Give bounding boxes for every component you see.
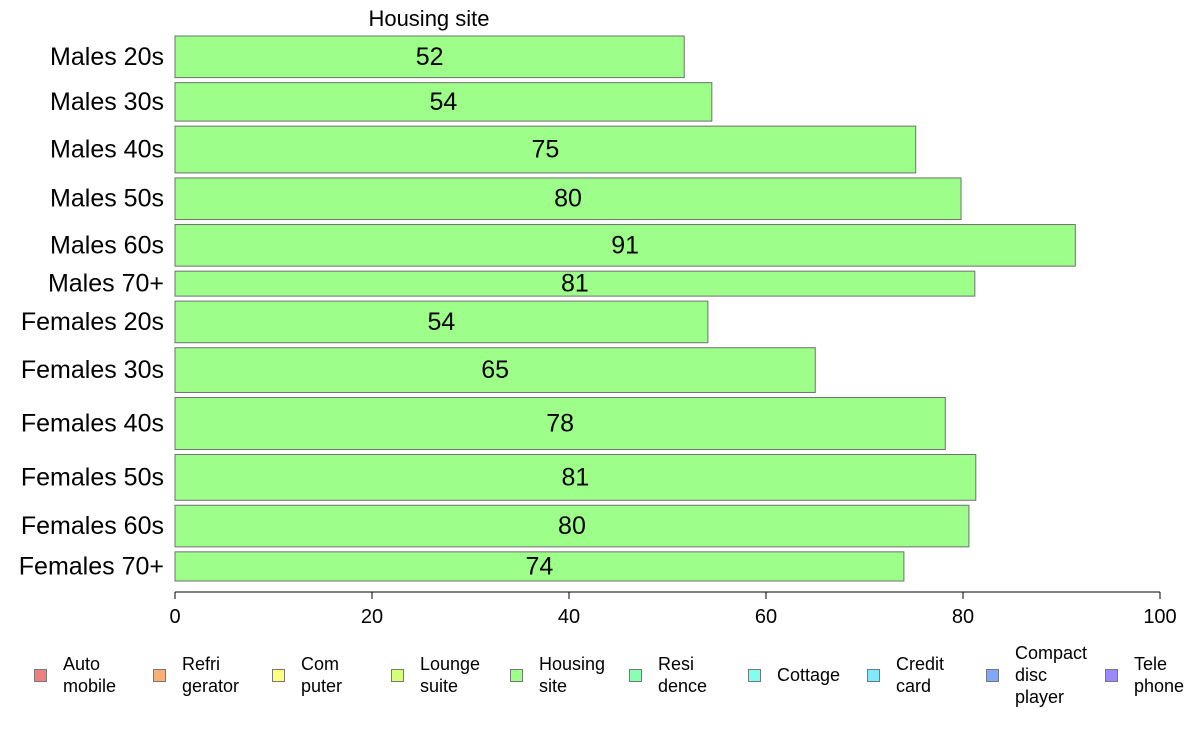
legend-item: Compact disc player xyxy=(986,640,1087,710)
legend-label: Housing site xyxy=(539,654,606,696)
bar-value-label: 80 xyxy=(558,512,586,540)
bar xyxy=(174,504,970,548)
legend-label: Lounge suite xyxy=(420,654,481,696)
x-axis: 0 20 40 60 80 100 xyxy=(169,591,1177,628)
category-label: Males 20s xyxy=(50,43,164,71)
legend-label: Refri gerator xyxy=(182,654,240,696)
bar-value-label: 54 xyxy=(428,308,456,336)
category-label: Females 20s xyxy=(21,308,164,336)
legend-item: Refri gerator xyxy=(153,640,239,710)
bar-value-label: 80 xyxy=(554,185,582,213)
x-tick-label: 20 xyxy=(361,606,383,628)
bar-value-label: 81 xyxy=(561,463,589,491)
x-tick-label: 60 xyxy=(755,606,777,628)
legend-swatch xyxy=(748,668,761,682)
bar xyxy=(174,300,709,344)
bar-value-label: 65 xyxy=(481,356,509,384)
legend-swatch xyxy=(272,668,285,682)
category-label: Males 30s xyxy=(50,88,164,116)
bar-value-label: 74 xyxy=(526,552,554,580)
bar xyxy=(174,551,905,582)
legend-label: Com puter xyxy=(301,654,343,696)
category-label: Females 60s xyxy=(21,512,164,540)
bar xyxy=(174,82,713,122)
category-label: Females 30s xyxy=(21,356,164,384)
legend-swatch xyxy=(510,668,523,682)
legend-label: Compact disc player xyxy=(1015,643,1088,707)
legend-item: Housing site xyxy=(510,640,605,710)
bar-value-label: 81 xyxy=(561,270,589,298)
bar-value-label: 91 xyxy=(611,231,639,259)
legend-label: Cottage xyxy=(777,665,841,685)
bar xyxy=(174,35,685,79)
x-tick-label: 0 xyxy=(169,606,180,628)
legend-label: Credit card xyxy=(896,654,945,696)
legend-item: Lounge suite xyxy=(391,640,480,710)
legend-label: Resi dence xyxy=(658,654,708,696)
bar xyxy=(174,177,962,221)
legend-item: Auto mobile xyxy=(34,640,116,710)
legend-item: Credit card xyxy=(867,640,944,710)
category-label: Females 70+ xyxy=(19,552,164,580)
legend-label: Auto mobile xyxy=(63,654,117,696)
bar-value-label: 54 xyxy=(430,88,458,116)
bar-value-label: 52 xyxy=(416,43,444,71)
category-label: Males 40s xyxy=(50,136,164,164)
category-label: Males 70+ xyxy=(48,270,164,298)
bar xyxy=(174,453,977,501)
legend-item: Resi dence xyxy=(629,640,707,710)
legend-item: Com puter xyxy=(272,640,342,710)
legend: Auto mobile Refri gerator Com puter Lounge … xyxy=(30,640,1188,720)
legend-swatch xyxy=(867,668,880,682)
category-label: Females 50s xyxy=(21,463,164,491)
legend-swatch xyxy=(629,668,642,682)
bar-chart: Housing site Males 20s 52 Males 30s 54 Males… xyxy=(19,6,1177,628)
x-tick-label: 40 xyxy=(558,606,580,628)
category-label: Females 40s xyxy=(21,409,164,437)
panel-title: Housing site xyxy=(368,6,489,31)
legend-item: Cottage xyxy=(748,640,840,710)
x-tick-label: 80 xyxy=(952,606,974,628)
legend-swatch xyxy=(153,668,166,682)
bar xyxy=(174,270,976,297)
bar xyxy=(174,347,816,393)
category-label: Males 50s xyxy=(50,185,164,213)
legend-swatch xyxy=(1105,668,1118,682)
legend-label: Tele phone xyxy=(1134,654,1185,696)
legend-swatch xyxy=(391,668,404,682)
bar xyxy=(174,224,1076,267)
bar-value-label: 78 xyxy=(546,409,574,437)
bar-value-label: 75 xyxy=(531,136,559,164)
legend-swatch xyxy=(34,668,47,682)
legend-item: Tele phone xyxy=(1105,640,1184,710)
bar xyxy=(174,396,946,450)
category-label: Males 60s xyxy=(50,231,164,259)
bar xyxy=(174,125,917,174)
x-tick-label: 100 xyxy=(1143,606,1176,628)
legend-swatch xyxy=(986,668,999,682)
